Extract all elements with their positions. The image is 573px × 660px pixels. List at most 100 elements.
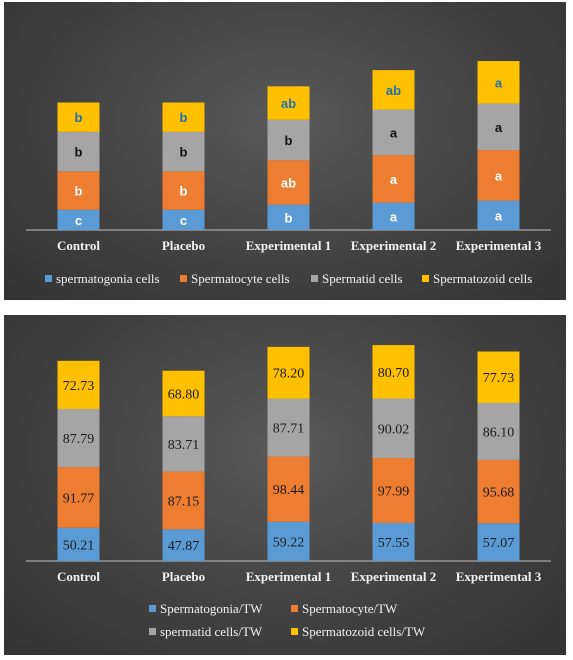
chart-panel-cell-significance: c b b b Control c b b b Placebo b ab b ab Experimental… — [4, 2, 566, 300]
bar-segment-spermatid-cells-tw-experimental-2 — [372, 398, 415, 459]
bar-segment-spermatocyte-tw-experimental-3 — [477, 459, 520, 524]
legend-swatch-spermatocyte-cells — [180, 275, 187, 282]
x-tick-label-control: Control — [57, 238, 100, 253]
stacked-bar-chart-cell-significance: cbbbControlcbbbPlacebobabbabExperimental… — [26, 61, 551, 286]
legend-label-spermatogonia-cells: spermatogonia cells — [56, 271, 160, 286]
bar-segment-spermatid-cells-control — [57, 131, 100, 172]
data-label-spermatozoid-cells-control: b — [75, 110, 83, 125]
data-label-spermatocyte-cells-control: b — [75, 184, 83, 199]
bar-segment-spermatozoid-cells-control — [57, 102, 100, 132]
bar-segment-spermatid-cells-experimental-3 — [477, 103, 520, 151]
data-label-spermatozoid-cells-tw-experimental-3: 77.73 — [483, 371, 515, 386]
bar-segment-spermatid-cells-tw-control — [57, 408, 100, 468]
legend-label-spermatid-cells: Spermatid cells — [322, 271, 403, 286]
data-label-spermatid-cells-tw-placebo: 83.71 — [168, 438, 200, 453]
bar-segment-spermatozoid-cells-tw-experimental-2 — [372, 345, 415, 399]
bar-segment-spermatocyte-tw-placebo — [162, 471, 205, 530]
legend-swatch-spermatogonia-tw — [149, 605, 156, 612]
legend-swatch-spermatid-cells-tw — [149, 628, 156, 635]
bar-segment-spermatozoid-cells-tw-placebo — [162, 370, 205, 417]
bar-segment-spermatocyte-tw-experimental-1 — [267, 456, 310, 522]
data-label-spermatid-cells-placebo: b — [180, 145, 188, 160]
bar-segment-spermatozoid-cells-tw-experimental-3 — [477, 351, 520, 403]
data-label-spermatocyte-tw-control: 91.77 — [63, 491, 95, 506]
data-label-spermatid-cells-tw-experimental-3: 86.10 — [483, 425, 515, 440]
bar-segment-spermatocyte-cells-experimental-3 — [477, 150, 520, 201]
bar-segment-spermatid-cells-experimental-2 — [372, 109, 415, 156]
x-tick-label-experimental-1: Experimental 1 — [246, 238, 332, 253]
bar-segment-spermatogonia-tw-experimental-3 — [477, 523, 520, 561]
data-label-spermatocyte-cells-experimental-2: a — [390, 172, 398, 187]
legend-label-spermatogonia-tw: Spermatogonia/TW — [160, 601, 263, 616]
bar-segment-spermatid-cells-experimental-1 — [267, 119, 310, 161]
data-label-spermatozoid-cells-tw-experimental-1: 78.20 — [273, 367, 305, 382]
data-label-spermatid-cells-experimental-2: a — [390, 125, 398, 140]
bar-segment-spermatid-cells-tw-placebo — [162, 416, 205, 472]
chart-panel-cells-per-tw: 50.21 91.77 87.79 72.73 Control 47.87 87.15 83.… — [4, 315, 566, 655]
bar-segment-spermatogonia-cells-placebo — [162, 209, 205, 230]
legend-swatch-spermatozoid-cells-tw — [291, 628, 298, 635]
data-label-spermatid-cells-control: b — [75, 145, 83, 160]
stacked-bar-chart-cells-per-tw: 50.21 91.77 87.79 72.73 Control 47.87 87.15 83.… — [26, 345, 551, 639]
data-label-spermatid-cells-experimental-3: a — [495, 120, 503, 135]
data-label-spermatogonia-cells-experimental-2: a — [390, 209, 398, 224]
bar-segment-spermatid-cells-placebo — [162, 131, 205, 172]
data-label-spermatid-cells-tw-experimental-1: 87.71 — [273, 422, 305, 437]
x-tick-label-experimental-2: Experimental 2 — [351, 569, 437, 584]
bar-segment-spermatogonia-tw-placebo — [162, 529, 205, 561]
data-label-spermatogonia-tw-experimental-1: 59.22 — [273, 535, 305, 550]
bar-segment-spermatozoid-cells-placebo — [162, 102, 205, 132]
x-tick-label-experimental-3: Experimental 3 — [456, 238, 542, 253]
data-label-spermatogonia-tw-experimental-3: 57.07 — [483, 536, 515, 551]
bar-segment-spermatogonia-tw-control — [57, 527, 100, 561]
bar-segment-spermatogonia-tw-experimental-1 — [267, 521, 310, 561]
bar-segment-spermatogonia-cells-control — [57, 209, 100, 230]
bar-segment-spermatocyte-tw-control — [57, 467, 100, 528]
bar-segment-spermatogonia-tw-experimental-2 — [372, 522, 415, 561]
data-label-spermatozoid-cells-tw-placebo: 68.80 — [168, 387, 200, 402]
x-tick-label-experimental-3: Experimental 3 — [456, 569, 542, 584]
legend-swatch-spermatozoid-cells — [422, 275, 429, 282]
data-label-spermatozoid-cells-experimental-3: a — [495, 75, 503, 90]
data-label-spermatogonia-tw-placebo: 47.87 — [168, 539, 200, 554]
legend-label-spermatid-cells-tw: spermatid cells/TW — [160, 624, 263, 639]
legend-label-spermatozoid-cells-tw: Spermatozoid cells/TW — [302, 624, 426, 639]
data-label-spermatozoid-cells-tw-experimental-2: 80.70 — [378, 366, 410, 381]
bar-segment-spermatogonia-cells-experimental-1 — [267, 204, 310, 230]
legend-label-spermatocyte-tw: Spermatocyte/TW — [302, 601, 398, 616]
bar-segment-spermatid-cells-tw-experimental-3 — [477, 402, 520, 460]
bar-segment-spermatocyte-tw-experimental-2 — [372, 458, 415, 523]
bar-segment-spermatozoid-cells-experimental-3 — [477, 61, 520, 104]
data-label-spermatocyte-cells-placebo: b — [180, 184, 188, 199]
bar-segment-spermatocyte-cells-placebo — [162, 171, 205, 210]
data-label-spermatogonia-cells-experimental-1: b — [285, 210, 293, 225]
data-label-spermatocyte-tw-placebo: 87.15 — [168, 494, 200, 509]
data-label-spermatocyte-cells-experimental-3: a — [495, 168, 503, 183]
legend-swatch-spermatocyte-tw — [291, 605, 298, 612]
bar-segment-spermatid-cells-tw-experimental-1 — [267, 398, 310, 457]
bar-segment-spermatocyte-cells-control — [57, 171, 100, 210]
x-tick-label-experimental-2: Experimental 2 — [351, 238, 437, 253]
bar-segment-spermatozoid-cells-tw-control — [57, 360, 100, 409]
data-label-spermatogonia-cells-control: c — [75, 213, 82, 228]
data-label-spermatozoid-cells-tw-control: 72.73 — [63, 379, 95, 394]
legend-label-spermatocyte-cells: Spermatocyte cells — [191, 271, 290, 286]
x-tick-label-experimental-1: Experimental 1 — [246, 569, 332, 584]
data-label-spermatozoid-cells-experimental-2: ab — [386, 83, 401, 98]
data-label-spermatogonia-cells-experimental-3: a — [495, 208, 503, 223]
x-tick-label-control: Control — [57, 569, 100, 584]
data-label-spermatid-cells-tw-experimental-2: 90.02 — [378, 422, 410, 437]
data-label-spermatid-cells-tw-control: 87.79 — [63, 432, 95, 447]
legend-swatch-spermatogonia-cells — [45, 275, 52, 282]
bar-segment-spermatozoid-cells-experimental-2 — [372, 70, 415, 110]
data-label-spermatocyte-tw-experimental-1: 98.44 — [273, 483, 305, 498]
x-tick-label-placebo: Placebo — [162, 569, 205, 584]
bar-segment-spermatogonia-cells-experimental-3 — [477, 200, 520, 230]
bar-segment-spermatocyte-cells-experimental-1 — [267, 160, 310, 205]
data-label-spermatocyte-tw-experimental-2: 97.99 — [378, 484, 410, 499]
bar-segment-spermatozoid-cells-tw-experimental-1 — [267, 346, 310, 399]
bar-segment-spermatocyte-cells-experimental-2 — [372, 155, 415, 203]
data-label-spermatogonia-tw-experimental-2: 57.55 — [378, 536, 410, 551]
data-label-spermatozoid-cells-experimental-1: ab — [281, 96, 296, 111]
data-label-spermatocyte-cells-experimental-1: ab — [281, 175, 296, 190]
